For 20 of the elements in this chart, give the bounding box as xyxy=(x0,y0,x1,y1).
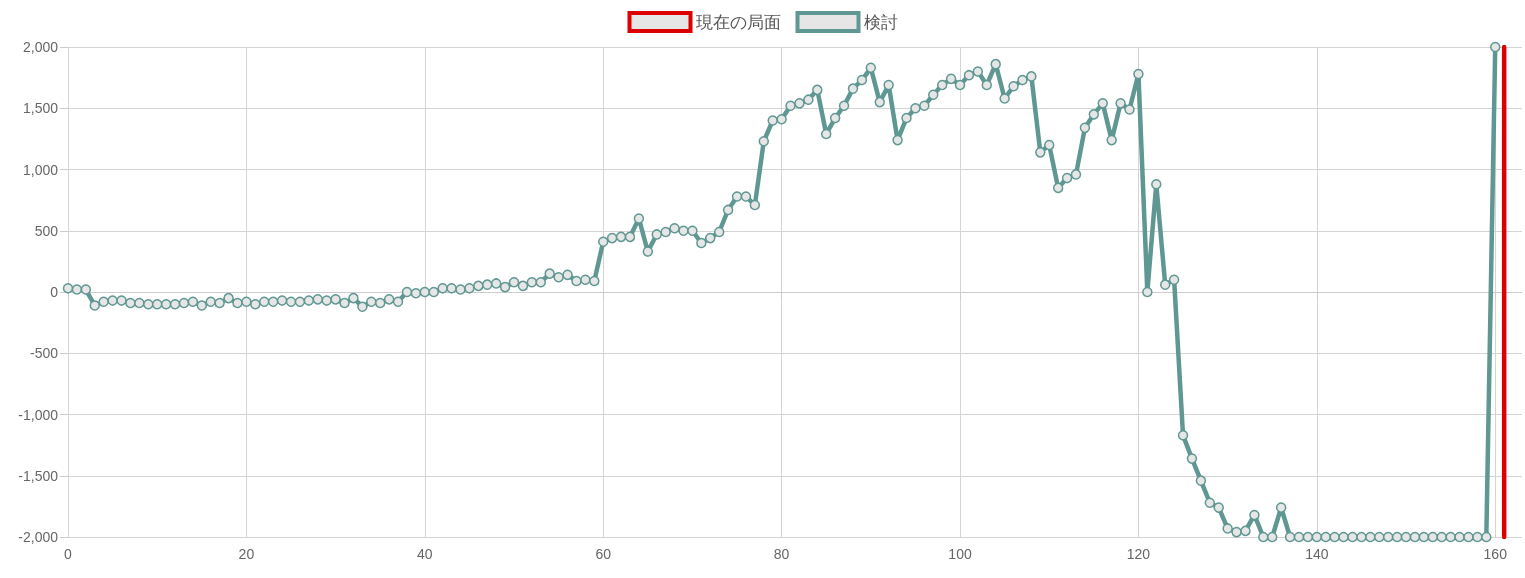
x-tick-label: 20 xyxy=(238,546,255,562)
y-tick-label: -500 xyxy=(29,345,59,362)
x-tick-label: 160 xyxy=(1483,546,1508,562)
y-tick-label: -2,000 xyxy=(18,529,59,545)
x-tick-label: 140 xyxy=(1305,546,1329,562)
y-tick-label: -1,000 xyxy=(18,406,59,423)
x-tick-label: 40 xyxy=(417,546,433,562)
y-tick-label: 1,500 xyxy=(22,100,59,117)
legend-label: 検討 xyxy=(863,12,898,32)
x-tick-label: 80 xyxy=(773,546,790,562)
y-tick-label: 500 xyxy=(34,222,59,239)
x-tick-label: 0 xyxy=(64,546,73,562)
legend-label: 現在の局面 xyxy=(695,12,781,32)
y-tick-label: 1,000 xyxy=(22,161,59,178)
x-tick-label: 120 xyxy=(1126,546,1151,562)
y-tick-label: 0 xyxy=(50,284,59,300)
y-tick-label: 2,000 xyxy=(22,39,59,55)
x-tick-label: 60 xyxy=(595,546,612,562)
y-tick-label: -1,500 xyxy=(18,467,59,484)
x-tick-label: 100 xyxy=(948,546,972,562)
